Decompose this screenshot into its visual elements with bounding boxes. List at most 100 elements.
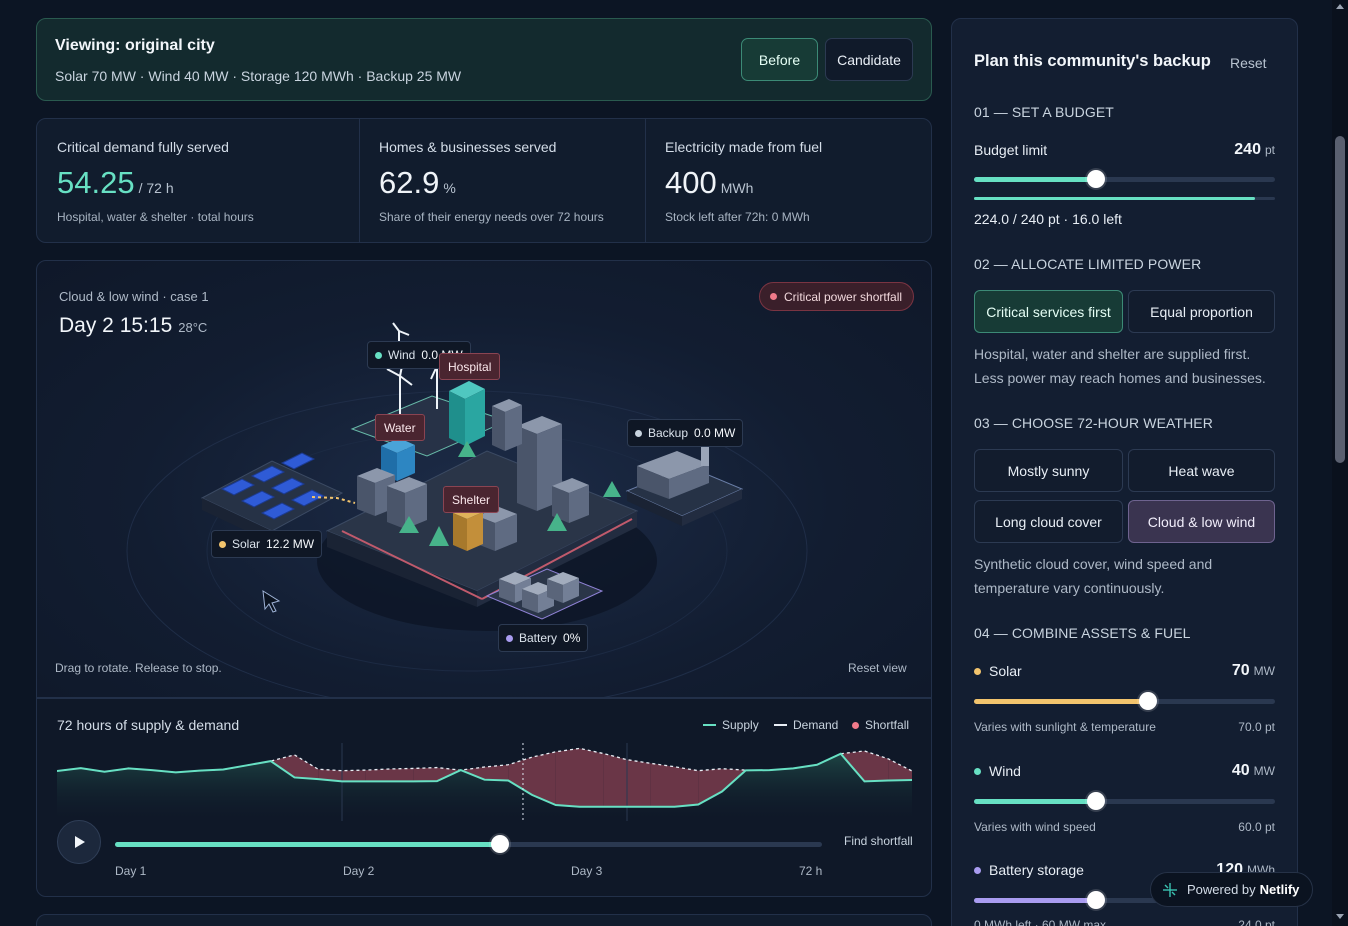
- play-button[interactable]: [57, 820, 101, 864]
- netlify-brand: Netlify: [1259, 882, 1300, 897]
- option-mostly-sunny[interactable]: Mostly sunny: [974, 449, 1123, 492]
- shortfall-segment: [888, 758, 912, 781]
- value-number: 40: [1231, 762, 1250, 779]
- find-shortfall-button[interactable]: Find shortfall: [844, 834, 913, 848]
- candidate-button[interactable]: Candidate: [825, 38, 913, 81]
- day-label: 72 h: [799, 864, 823, 878]
- shortfall-segment: [318, 769, 342, 782]
- planner-panel: Plan this community's backup Reset 01 — …: [951, 18, 1298, 926]
- demand-line: [57, 747, 912, 774]
- option-heat-wave[interactable]: Heat wave: [1128, 449, 1275, 492]
- option-long-cloud-cover[interactable]: Long cloud cover: [974, 500, 1123, 543]
- time-slider-fill: [115, 842, 501, 847]
- before-button[interactable]: Before: [741, 38, 818, 81]
- play-icon: [75, 836, 85, 848]
- supply-demand-chart[interactable]: [57, 743, 912, 821]
- solar-dot-icon: [974, 667, 981, 675]
- battery-slider[interactable]: [974, 891, 1275, 909]
- metric-label: Electricity made from fuel: [665, 139, 823, 155]
- reset-view-button[interactable]: Reset view: [848, 661, 907, 675]
- metric-sub: Stock left after 72h: 0 MWh: [665, 210, 810, 224]
- scenario-caption: Cloud & low wind · case 1: [59, 289, 209, 304]
- supply-line: [57, 752, 912, 808]
- planner-reset-button[interactable]: Reset: [1230, 55, 1267, 71]
- planner-title: Plan this community's backup: [974, 52, 1211, 70]
- wind-note: Varies with wind speed: [974, 820, 1096, 834]
- solar-slider-thumb[interactable]: [1138, 692, 1157, 710]
- budget-slider-thumb[interactable]: [1086, 170, 1105, 188]
- budget-limit-value: 240 pt: [1234, 141, 1275, 159]
- time-slider[interactable]: [115, 835, 822, 853]
- solar-note: Varies with sunlight & temperature: [974, 720, 1156, 734]
- value-number: 70: [1231, 662, 1250, 679]
- page-scrollbar[interactable]: [1332, 0, 1348, 926]
- asset-name: Wind: [989, 763, 1021, 779]
- demand-swatch: [774, 724, 787, 726]
- battery-dot-icon: [974, 866, 981, 874]
- battery-slider-thumb[interactable]: [1086, 891, 1105, 909]
- budget-slider[interactable]: [974, 170, 1275, 188]
- shortfall-segment: [674, 766, 699, 807]
- scrollbar-thumb[interactable]: [1335, 136, 1345, 463]
- wind-slider[interactable]: [974, 792, 1275, 810]
- day-label: Day 2: [343, 864, 375, 878]
- backup-tag: Backup 0.0 MW: [627, 419, 744, 447]
- shelter-tag: Shelter: [443, 486, 500, 513]
- shortfall-segment: [294, 754, 319, 780]
- city-illustration[interactable]: [37, 261, 932, 698]
- battery-dot-icon: [506, 634, 513, 642]
- tag-label: Backup: [648, 426, 689, 440]
- weather-description: Synthetic cloud cover, wind speed and te…: [974, 556, 1213, 596]
- netlify-badge[interactable]: Powered by Netlify: [1150, 872, 1314, 907]
- solar-slider-fill: [974, 699, 1148, 704]
- next-section-panel: [36, 914, 932, 926]
- battery-note: 0 MWh left · 60 MW max: [974, 918, 1107, 926]
- water-tag: Water: [375, 414, 425, 441]
- budget-slider-fill: [974, 177, 1096, 182]
- city-scene[interactable]: Cloud & low wind · case 1 Day 2 15:15 28°…: [36, 260, 932, 698]
- battery-label: Battery storage: [974, 862, 1084, 878]
- metric-number: 54.25: [57, 165, 135, 200]
- tag-value: 12.2 MW: [266, 537, 315, 551]
- netlify-prefix: Powered by: [1187, 882, 1256, 897]
- shortfall-swatch: [852, 721, 859, 729]
- alert-text: Critical power shortfall: [784, 289, 903, 304]
- asset-name: Solar: [989, 663, 1022, 679]
- legend-label: Supply: [722, 718, 759, 732]
- budget-used-bar: [974, 197, 1275, 200]
- scroll-up-icon[interactable]: [1336, 4, 1344, 9]
- shortfall-segment: [270, 754, 295, 778]
- option-equal-proportion[interactable]: Equal proportion: [1128, 290, 1275, 333]
- shortfall-segment: [508, 757, 532, 795]
- shortfall-segment: [342, 770, 366, 782]
- option-critical-first[interactable]: Critical services first: [974, 290, 1123, 333]
- battery-slider-fill: [974, 898, 1096, 903]
- supply-area: [57, 753, 912, 821]
- option-cloud-low-wind[interactable]: Cloud & low wind: [1128, 500, 1275, 543]
- metric-number: 62.9: [379, 165, 440, 200]
- shortfall-segment: [365, 768, 390, 782]
- metric-homes-served: Homes & businesses served 62.9% Share of…: [359, 119, 645, 242]
- shortfall-segment: [555, 748, 580, 807]
- backup-dot-icon: [635, 429, 642, 437]
- value-unit: pt: [1264, 143, 1275, 157]
- metric-label: Homes & businesses served: [379, 139, 557, 155]
- solar-slider[interactable]: [974, 692, 1275, 710]
- metric-sub: Hospital, water & shelter · total hours: [57, 210, 254, 224]
- battery-points: 24.0 pt: [1238, 918, 1275, 926]
- alert-dot-icon: [770, 293, 777, 300]
- metric-sub: Share of their energy needs over 72 hour…: [379, 210, 604, 224]
- wind-slider-thumb[interactable]: [1086, 792, 1105, 810]
- wind-dot-icon: [375, 351, 382, 359]
- timeline-title: 72 hours of supply & demand: [57, 717, 240, 733]
- wind-points: 60.0 pt: [1238, 820, 1275, 834]
- metric-unit: MWh: [720, 180, 754, 196]
- critical-shortfall-badge: Critical power shortfall: [759, 282, 915, 311]
- scroll-down-icon[interactable]: [1336, 914, 1344, 919]
- shortfall-segment: [389, 768, 414, 782]
- battery-tag: Battery 0%: [498, 624, 589, 652]
- time-slider-thumb[interactable]: [491, 835, 510, 853]
- day-label: Day 1: [115, 864, 147, 878]
- wind-slider-fill: [974, 799, 1096, 804]
- supply-swatch: [703, 724, 716, 726]
